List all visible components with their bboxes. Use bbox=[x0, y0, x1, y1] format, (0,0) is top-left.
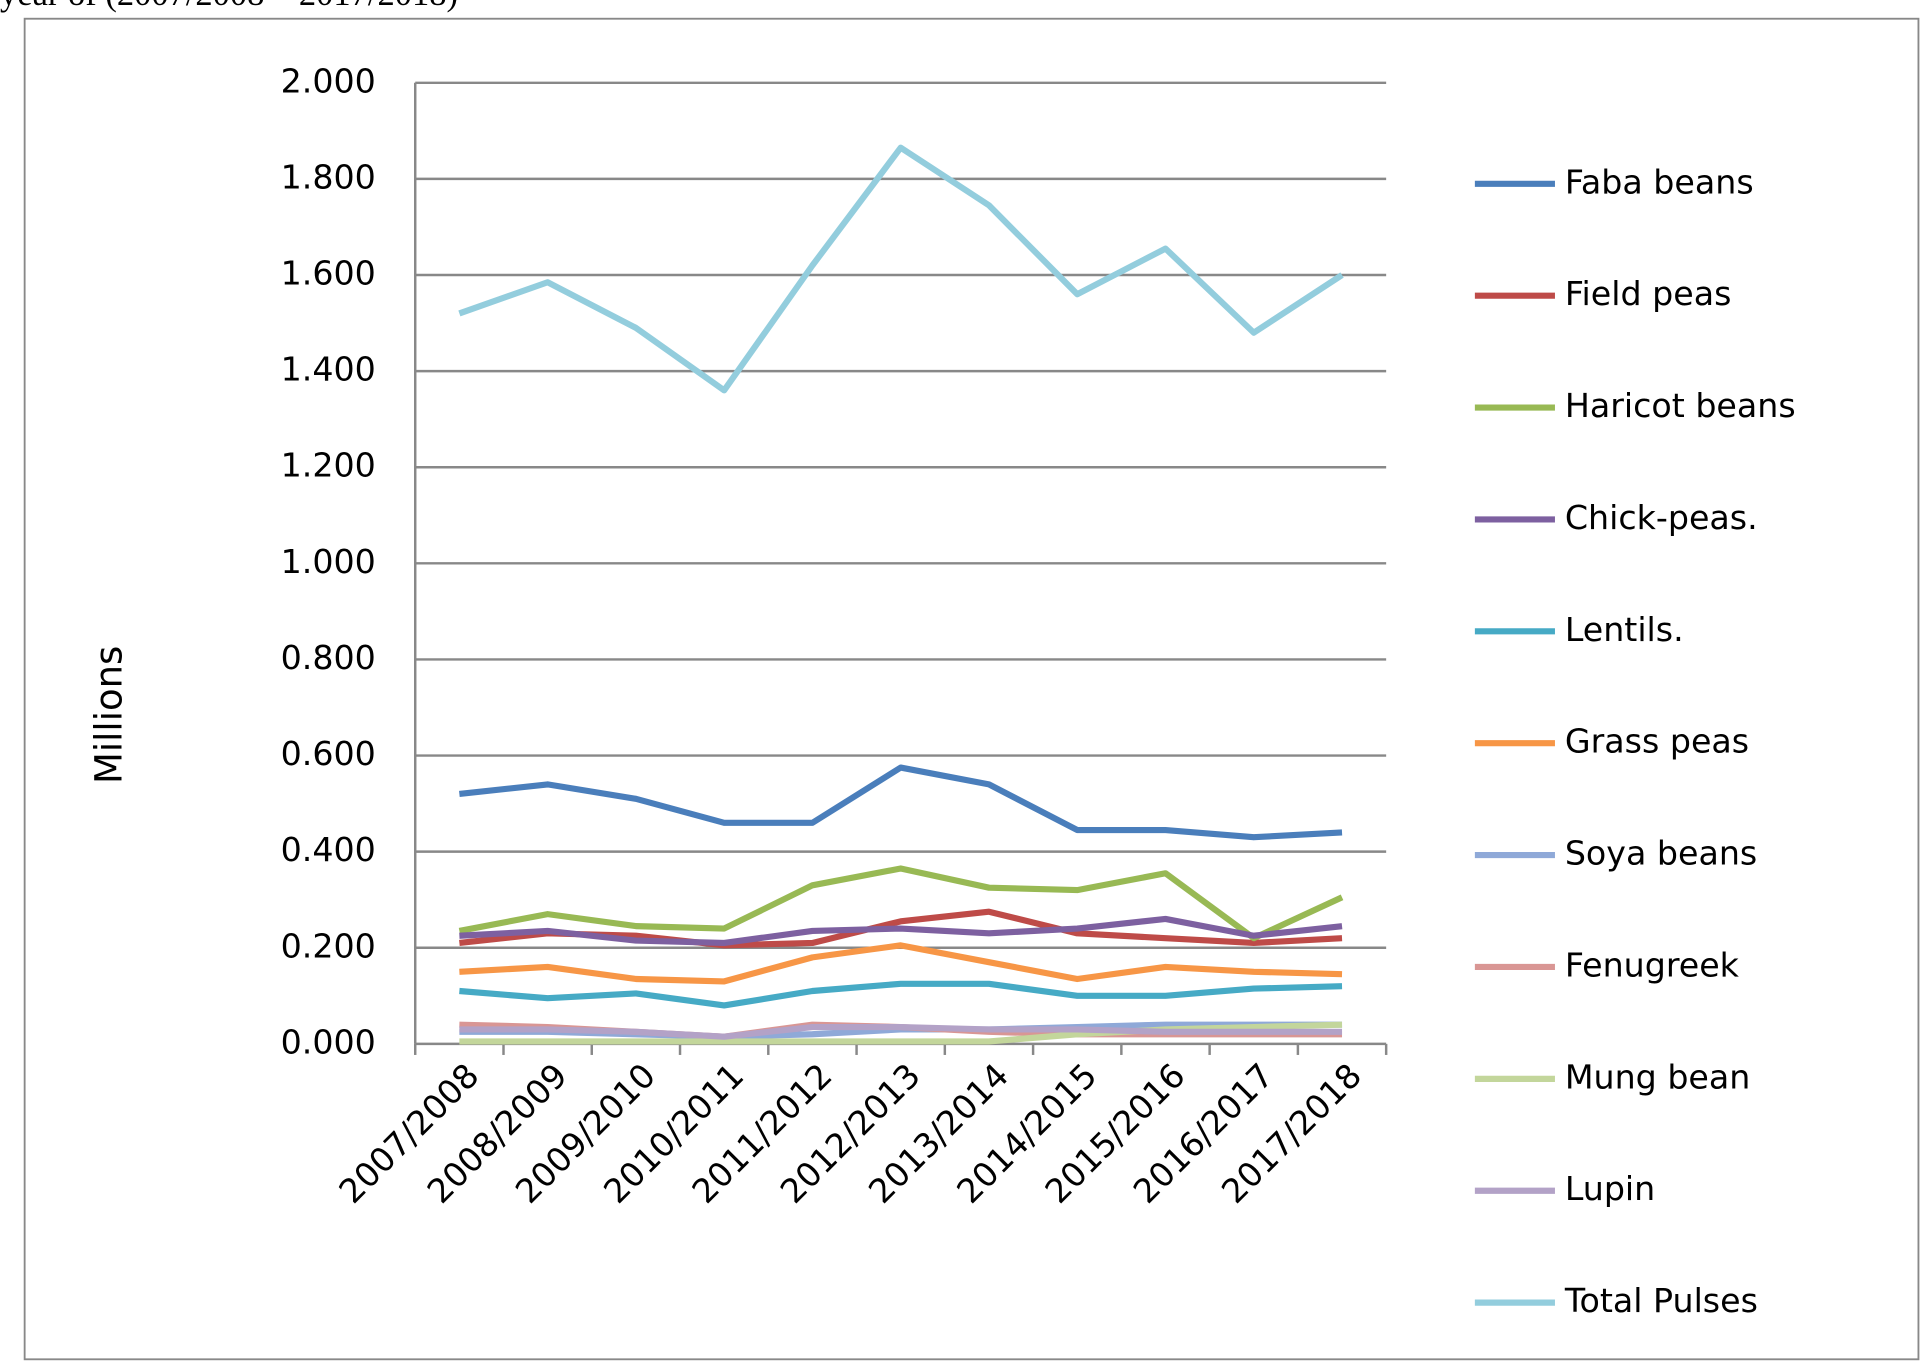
legend-label: Lupin bbox=[1565, 1169, 1655, 1208]
y-axis-label: Millions bbox=[87, 646, 130, 784]
y-tick-label: 0.400 bbox=[281, 830, 376, 869]
y-tick-label: 0.800 bbox=[281, 638, 376, 677]
series-line bbox=[459, 1021, 1343, 1045]
legend-label: Fenugreek bbox=[1565, 945, 1740, 984]
y-tick-label: 0.200 bbox=[281, 926, 376, 965]
y-tick-label: 1.400 bbox=[281, 350, 376, 389]
series-line bbox=[458, 144, 1344, 394]
series-line bbox=[458, 865, 1344, 942]
y-tick-label: 0.600 bbox=[281, 734, 376, 773]
legend-label: Field peas bbox=[1565, 274, 1732, 313]
chart-frame bbox=[23, 17, 1920, 1361]
legend-label: Total Pulses bbox=[1564, 1281, 1758, 1320]
chart-title: year of (2007/2008 – 2017/2018) bbox=[0, 0, 458, 13]
series-line bbox=[459, 1023, 1343, 1040]
legend-label: Haricot beans bbox=[1565, 386, 1796, 425]
series-line bbox=[459, 980, 1343, 1009]
series-line bbox=[459, 764, 1343, 841]
legend-label: Grass peas bbox=[1565, 722, 1749, 761]
y-tick-label: 1.800 bbox=[281, 157, 376, 196]
y-tick-label: 1.000 bbox=[281, 542, 376, 581]
legend-label: Mung bean bbox=[1565, 1057, 1751, 1096]
legend-label: Lentils. bbox=[1565, 610, 1684, 649]
series-line bbox=[459, 915, 1343, 947]
legend-label: Chick-peas. bbox=[1565, 498, 1758, 537]
y-tick-label: 1.200 bbox=[281, 446, 376, 485]
series-line bbox=[459, 942, 1343, 985]
y-tick-label: 2.000 bbox=[281, 61, 376, 100]
y-tick-label: 0.000 bbox=[281, 1022, 376, 1061]
legend-label: Faba beans bbox=[1565, 162, 1754, 201]
y-tick-label: 1.600 bbox=[281, 254, 376, 293]
legend-label: Soya beans bbox=[1565, 834, 1757, 873]
